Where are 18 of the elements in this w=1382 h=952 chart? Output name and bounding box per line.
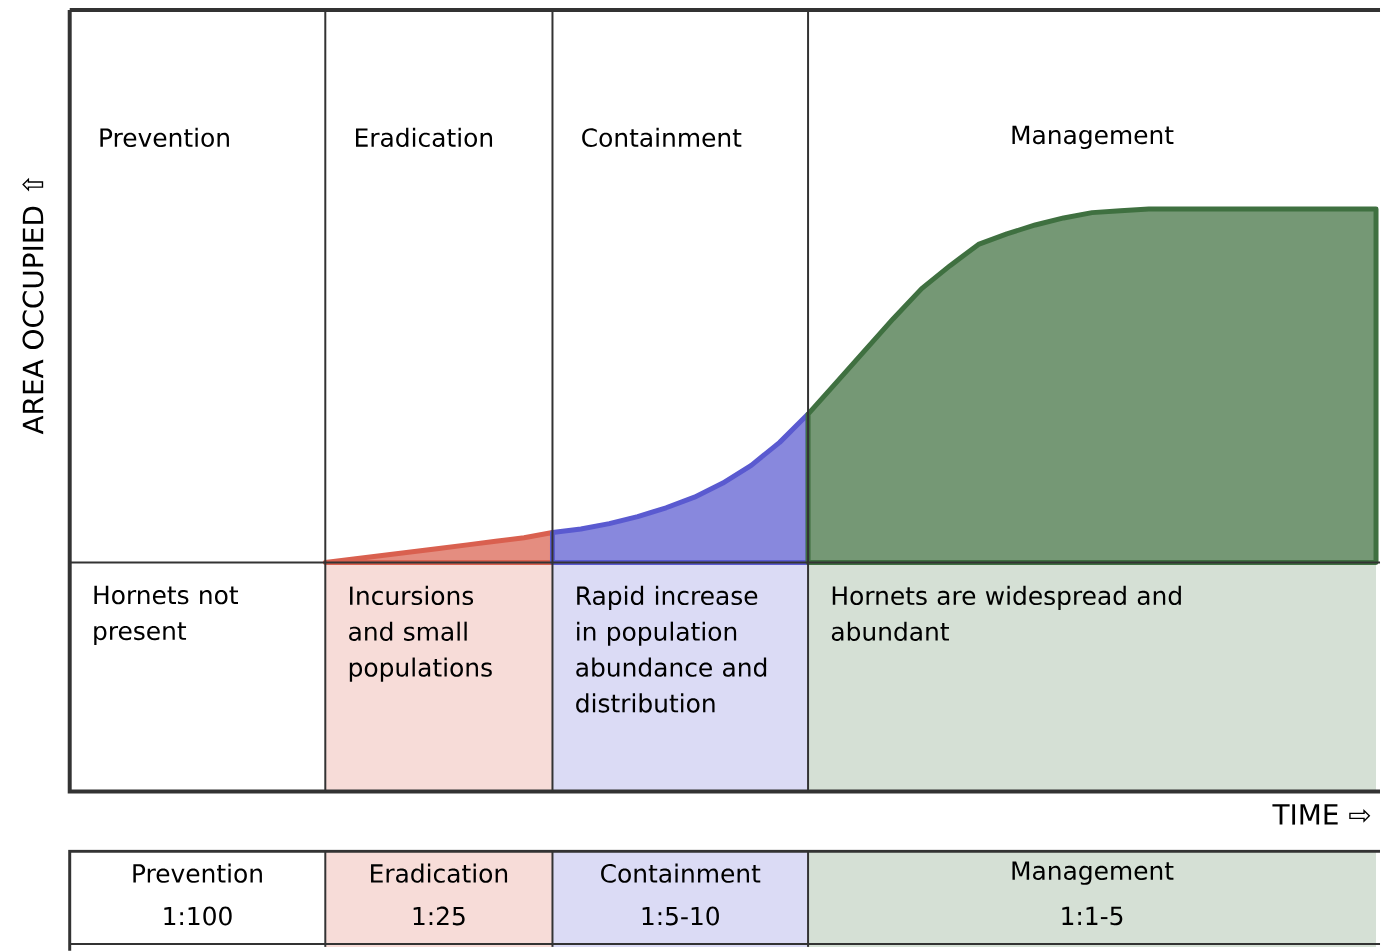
text: 1:5-10 xyxy=(642,906,719,926)
text: Eradication xyxy=(356,127,493,147)
text: Management xyxy=(1012,861,1174,885)
text: Prevention xyxy=(100,127,229,147)
text: TIME ⇨ xyxy=(1272,804,1371,825)
text: Management xyxy=(1012,125,1174,149)
text: 1:1-5 xyxy=(1062,906,1123,926)
text: 1:100 xyxy=(164,906,232,926)
text: 1:25 xyxy=(413,906,465,926)
text: Hornets not present xyxy=(94,585,239,645)
y-axis-title: AREA OCCUPIED ⇧ xyxy=(22,177,44,435)
text: Containment xyxy=(582,127,742,147)
text: Containment xyxy=(601,863,761,883)
text: Incursions and small populations xyxy=(349,585,492,682)
text: Hornets are widespread and abundant xyxy=(831,585,1181,641)
text: Eradication xyxy=(371,863,508,883)
text: Rapid increase in population abundance and distribution xyxy=(576,585,767,713)
text: Prevention xyxy=(133,863,262,883)
